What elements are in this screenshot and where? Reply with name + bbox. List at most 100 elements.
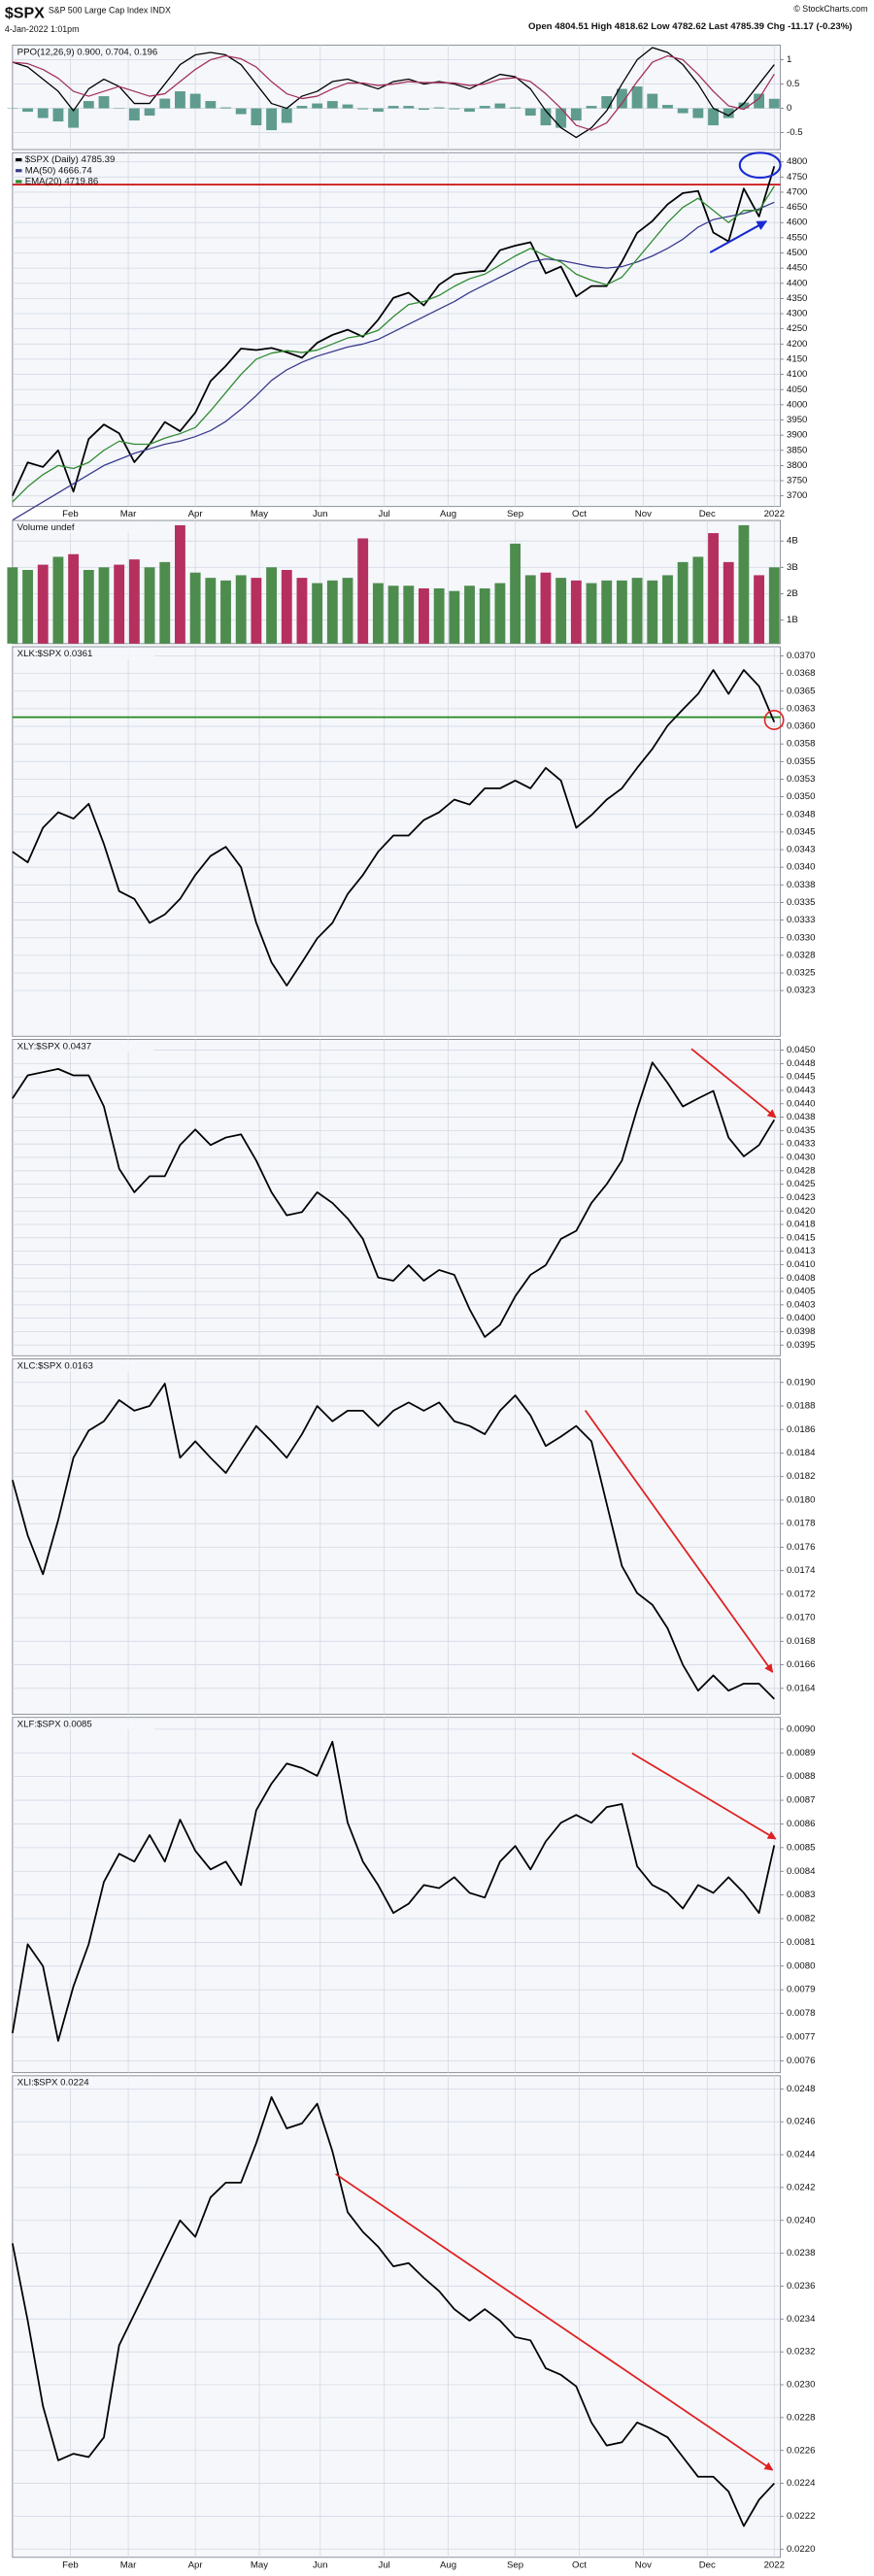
x-tick-label: Apr bbox=[188, 509, 204, 519]
x-tick-label: 2022 bbox=[764, 2559, 785, 2570]
y-tick-label: 0.0248 bbox=[787, 2084, 815, 2094]
volume-bar bbox=[7, 567, 18, 644]
y-tick-label: 0.0226 bbox=[787, 2445, 815, 2456]
y-tick-label: 0.0090 bbox=[787, 1723, 815, 1734]
y-tick-label: 0.0338 bbox=[787, 880, 815, 890]
x-tick-label: Jul bbox=[379, 509, 390, 519]
annotations bbox=[335, 151, 785, 2471]
histogram-bar bbox=[189, 93, 201, 109]
y-tick-label: 0.0365 bbox=[787, 686, 815, 696]
volume-bar bbox=[144, 567, 155, 644]
histogram-bar bbox=[235, 108, 247, 115]
panel-background bbox=[12, 151, 782, 508]
x-tick-label: Apr bbox=[188, 2559, 204, 2570]
histogram-bar bbox=[631, 86, 643, 109]
y-tick-label: 0.0238 bbox=[787, 2248, 815, 2258]
legend-swatch bbox=[16, 157, 22, 162]
y-tick-label: 0.0350 bbox=[787, 791, 815, 802]
volume-bar bbox=[403, 585, 415, 644]
y-tick-label: 0.0172 bbox=[787, 1589, 815, 1599]
y-tick-label: 0.0348 bbox=[787, 809, 815, 820]
y-tick-label: 0.0328 bbox=[787, 950, 815, 960]
y-tick-label: 0.0082 bbox=[787, 1914, 815, 1924]
y-tick-label: 0.0408 bbox=[787, 1273, 815, 1284]
volume-bar bbox=[326, 580, 338, 644]
volume-bar bbox=[662, 575, 673, 644]
y-tick-label: 0.0398 bbox=[787, 1326, 815, 1337]
histogram-bar bbox=[357, 108, 369, 110]
volume-bar bbox=[768, 567, 780, 644]
histogram-bar bbox=[37, 108, 49, 118]
y-tick-label: 0.0360 bbox=[787, 721, 815, 732]
volume-bar bbox=[251, 578, 262, 644]
volume-bar bbox=[52, 556, 64, 644]
y-tick-label: 0.0246 bbox=[787, 2117, 815, 2127]
series-line bbox=[12, 47, 775, 139]
series-line bbox=[12, 1383, 775, 1700]
y-tick-label: 0.0335 bbox=[787, 897, 815, 908]
panel-title: XLC:$SPX 0.0163 bbox=[17, 1360, 93, 1371]
y-tick-label: 4250 bbox=[787, 323, 807, 334]
y-tick-label: 0.0085 bbox=[787, 1842, 815, 1853]
volume-bar bbox=[723, 561, 734, 644]
y-tick-label: 0.0224 bbox=[787, 2478, 816, 2489]
histogram-bar bbox=[220, 107, 231, 109]
histogram-bar bbox=[128, 108, 140, 121]
x-tick-label: 2022 bbox=[764, 509, 785, 519]
histogram-bar bbox=[251, 108, 262, 126]
trend-arrow bbox=[335, 2173, 774, 2471]
x-tick-label: Aug bbox=[440, 509, 456, 519]
histogram-bar bbox=[68, 108, 80, 128]
volume-bar bbox=[22, 569, 33, 644]
series-line bbox=[12, 201, 775, 521]
y-tick-label: 0.0164 bbox=[787, 1683, 816, 1693]
volume-bar bbox=[159, 561, 171, 644]
y-tick-label: 0.0230 bbox=[787, 2380, 815, 2391]
x-tick-label: Mar bbox=[120, 509, 137, 519]
x-tick-label: Sep bbox=[507, 2559, 523, 2570]
y-tick-label: 0.0178 bbox=[787, 1519, 815, 1529]
volume-bar bbox=[524, 575, 536, 644]
trend-arrow bbox=[584, 1409, 774, 1673]
y-tick-label: 4800 bbox=[787, 156, 807, 167]
y-tick-label: 0.0240 bbox=[787, 2215, 815, 2225]
legend-swatch bbox=[16, 169, 22, 173]
histogram-bar bbox=[52, 108, 64, 122]
y-tick-label: 0.0184 bbox=[787, 1448, 816, 1458]
title-backdrop bbox=[14, 2077, 155, 2089]
y-tick-label: 0.0089 bbox=[787, 1748, 815, 1758]
y-tick-label: 0.0242 bbox=[787, 2182, 815, 2192]
histogram-bar bbox=[342, 104, 353, 109]
y-tick-label: -0.5 bbox=[787, 127, 803, 138]
x-tick-label: Sep bbox=[507, 509, 523, 519]
y-tick-label: 0.0423 bbox=[787, 1192, 815, 1203]
histogram-bar bbox=[205, 101, 217, 109]
y-tick-label: 0.0244 bbox=[787, 2150, 816, 2160]
y-tick-label: 4300 bbox=[787, 309, 807, 319]
volume-bar bbox=[647, 580, 658, 644]
histogram-bar bbox=[312, 103, 323, 109]
histogram-bar bbox=[540, 108, 552, 126]
histogram-bar bbox=[326, 101, 338, 109]
volume-bar bbox=[175, 524, 185, 644]
volume-bar bbox=[738, 524, 750, 644]
highlight-ellipse bbox=[738, 151, 782, 180]
y-tick-label: 3850 bbox=[787, 445, 807, 455]
x-tick-label: Feb bbox=[62, 509, 79, 519]
y-tick-label: 0.0083 bbox=[787, 1890, 815, 1900]
histogram-bar bbox=[83, 101, 94, 109]
histogram-bar bbox=[738, 102, 750, 109]
histogram-bar bbox=[281, 108, 292, 123]
y-tick-label: 0.0343 bbox=[787, 845, 815, 855]
y-tick-label: 0.0433 bbox=[787, 1139, 815, 1150]
y-tick-label: 0.0084 bbox=[787, 1866, 816, 1877]
y-tick-label: 0.0403 bbox=[787, 1299, 815, 1310]
panel-background bbox=[12, 1358, 782, 1715]
volume-bar bbox=[464, 585, 475, 644]
volume-bar bbox=[266, 567, 277, 644]
panel-title: XLF:$SPX 0.0085 bbox=[17, 1720, 92, 1730]
histogram-bar bbox=[433, 107, 445, 109]
volume-bar bbox=[205, 578, 217, 644]
volume-bar bbox=[296, 578, 308, 644]
volume-bar bbox=[357, 538, 369, 644]
